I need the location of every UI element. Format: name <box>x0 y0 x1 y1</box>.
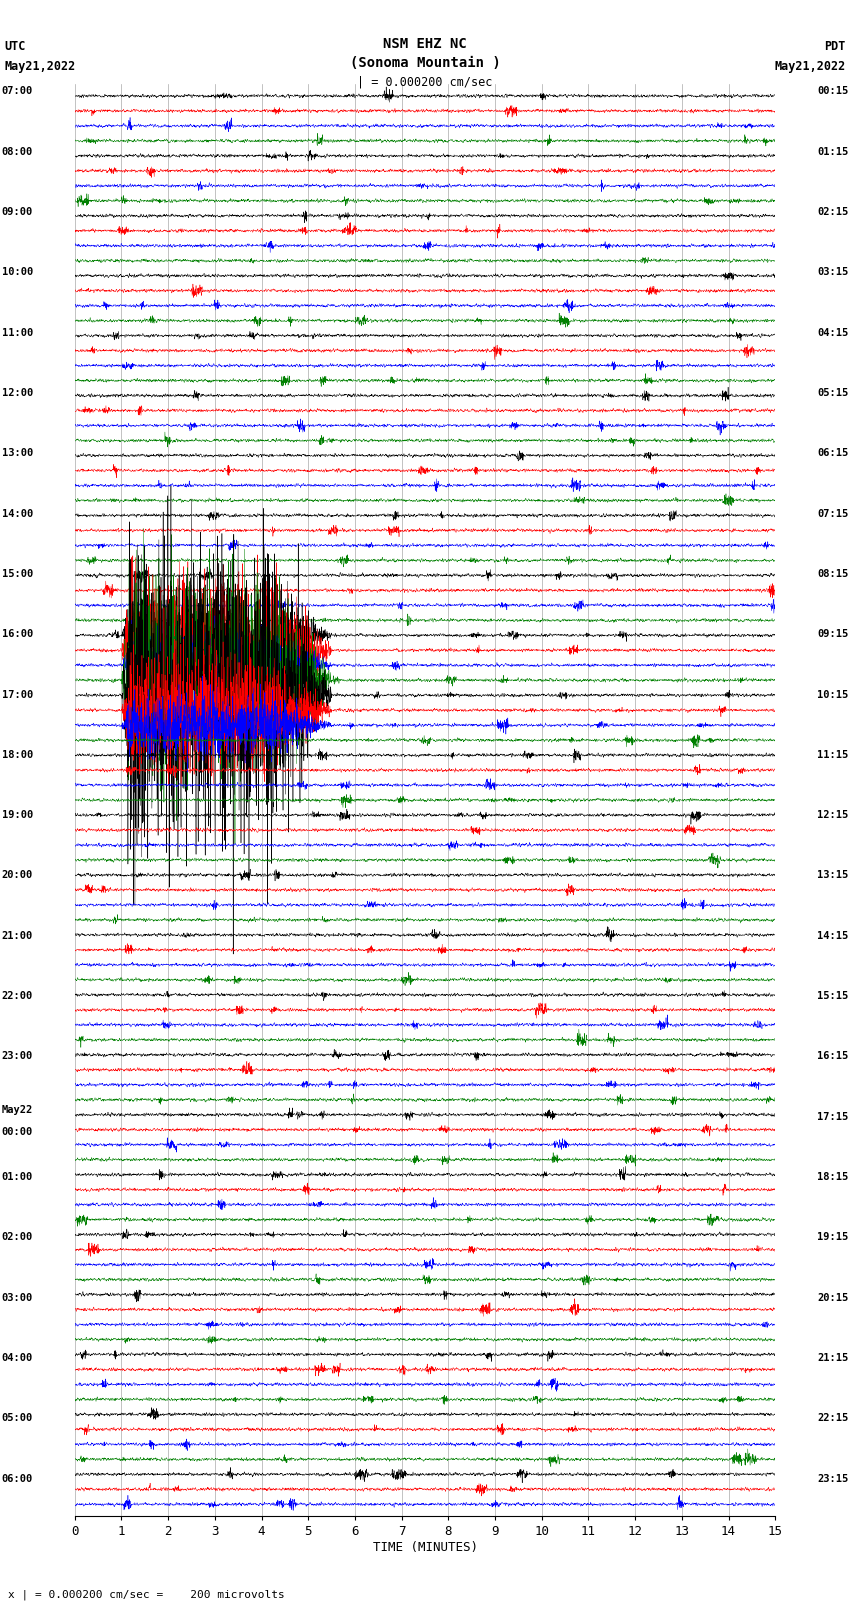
Text: May21,2022: May21,2022 <box>4 60 76 73</box>
Text: 05:15: 05:15 <box>817 389 848 398</box>
Text: 20:00: 20:00 <box>2 871 33 881</box>
Text: (Sonoma Mountain ): (Sonoma Mountain ) <box>349 56 501 71</box>
Text: May21,2022: May21,2022 <box>774 60 846 73</box>
Text: x | = 0.000200 cm/sec =    200 microvolts: x | = 0.000200 cm/sec = 200 microvolts <box>8 1589 286 1600</box>
Text: 00:00: 00:00 <box>2 1127 33 1137</box>
Text: 15:15: 15:15 <box>817 990 848 1002</box>
Text: 05:00: 05:00 <box>2 1413 33 1423</box>
Text: 01:00: 01:00 <box>2 1173 33 1182</box>
Text: 08:15: 08:15 <box>817 569 848 579</box>
Text: NSM EHZ NC: NSM EHZ NC <box>383 37 467 52</box>
Text: 11:15: 11:15 <box>817 750 848 760</box>
Text: PDT: PDT <box>824 40 846 53</box>
Text: 09:15: 09:15 <box>817 629 848 639</box>
Text: 19:15: 19:15 <box>817 1232 848 1242</box>
Text: 07:00: 07:00 <box>2 87 33 97</box>
Text: 00:15: 00:15 <box>817 87 848 97</box>
Text: 21:00: 21:00 <box>2 931 33 940</box>
Text: 16:00: 16:00 <box>2 629 33 639</box>
Text: 20:15: 20:15 <box>817 1292 848 1303</box>
Text: 16:15: 16:15 <box>817 1052 848 1061</box>
Text: 17:15: 17:15 <box>817 1111 848 1121</box>
Text: UTC: UTC <box>4 40 26 53</box>
Text: | = 0.000200 cm/sec: | = 0.000200 cm/sec <box>357 76 493 89</box>
Text: May22: May22 <box>2 1105 33 1115</box>
Text: 17:00: 17:00 <box>2 689 33 700</box>
Text: 10:15: 10:15 <box>817 689 848 700</box>
Text: 15:00: 15:00 <box>2 569 33 579</box>
Text: 18:00: 18:00 <box>2 750 33 760</box>
Text: 06:15: 06:15 <box>817 448 848 458</box>
Text: 12:00: 12:00 <box>2 389 33 398</box>
Text: 09:00: 09:00 <box>2 206 33 218</box>
Text: 10:00: 10:00 <box>2 268 33 277</box>
Text: 07:15: 07:15 <box>817 508 848 518</box>
Text: 22:15: 22:15 <box>817 1413 848 1423</box>
Text: 23:00: 23:00 <box>2 1052 33 1061</box>
Text: 22:00: 22:00 <box>2 990 33 1002</box>
Text: 12:15: 12:15 <box>817 810 848 819</box>
Text: 11:00: 11:00 <box>2 327 33 337</box>
Text: 03:15: 03:15 <box>817 268 848 277</box>
Text: 19:00: 19:00 <box>2 810 33 819</box>
Text: 08:00: 08:00 <box>2 147 33 156</box>
Text: 02:00: 02:00 <box>2 1232 33 1242</box>
Text: 02:15: 02:15 <box>817 206 848 218</box>
Text: 03:00: 03:00 <box>2 1292 33 1303</box>
Text: 23:15: 23:15 <box>817 1474 848 1484</box>
Text: 18:15: 18:15 <box>817 1173 848 1182</box>
Text: 14:15: 14:15 <box>817 931 848 940</box>
Text: 13:15: 13:15 <box>817 871 848 881</box>
Text: 14:00: 14:00 <box>2 508 33 518</box>
Text: 21:15: 21:15 <box>817 1353 848 1363</box>
Text: 04:15: 04:15 <box>817 327 848 337</box>
Text: 04:00: 04:00 <box>2 1353 33 1363</box>
X-axis label: TIME (MINUTES): TIME (MINUTES) <box>372 1540 478 1553</box>
Text: 01:15: 01:15 <box>817 147 848 156</box>
Text: 06:00: 06:00 <box>2 1474 33 1484</box>
Text: 13:00: 13:00 <box>2 448 33 458</box>
